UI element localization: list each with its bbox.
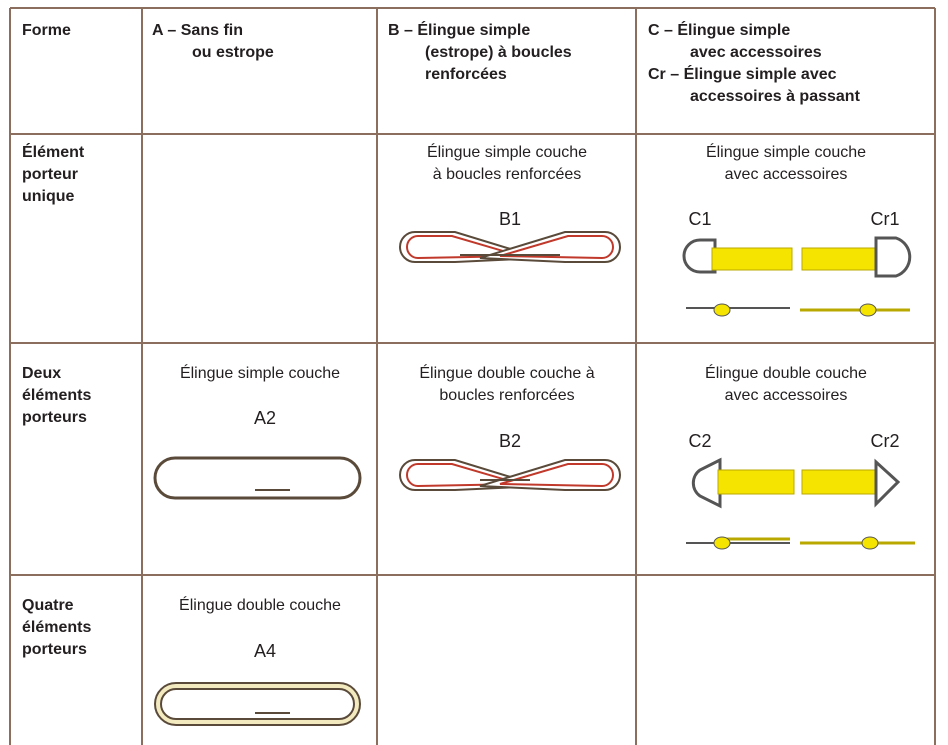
header-cell: ou estrope <box>192 44 274 61</box>
row-label: porteur <box>22 166 78 183</box>
caption: à boucles renforcées <box>432 166 582 183</box>
sling-c2 <box>686 457 915 550</box>
caption: Élingue double couche <box>179 597 341 614</box>
header-cell: A – Sans fin <box>152 22 243 39</box>
sling-a4 <box>154 682 361 726</box>
caption: avec accessoires <box>724 387 848 404</box>
row-label: porteurs <box>22 641 87 658</box>
header-cell: B – Élingue simple <box>388 22 531 39</box>
caption: Élingue double couche à <box>419 365 595 382</box>
row-label: éléments <box>22 387 92 404</box>
code-label: A4 <box>253 641 277 661</box>
caption: Élingue double couche <box>705 365 867 382</box>
row-label: éléments <box>22 619 92 636</box>
caption: avec accessoires <box>724 166 848 183</box>
row-label: Quatre <box>22 597 74 614</box>
caption: Élingue simple couche <box>179 365 341 382</box>
code-label: B2 <box>498 431 522 451</box>
caption: boucles renforcées <box>439 387 575 404</box>
code-label: A2 <box>253 408 277 428</box>
row-label: unique <box>22 188 75 205</box>
caption: Élingue simple couche <box>705 144 867 161</box>
sling-c1 <box>682 236 912 317</box>
header-cell: (estrope) à boucles <box>425 44 572 61</box>
caption: Élingue simple couche <box>426 144 588 161</box>
code-label: C2 <box>688 431 712 451</box>
header-cell: C – Élingue simple <box>648 22 791 39</box>
header-cell: Forme <box>22 22 71 39</box>
row-label: porteurs <box>22 409 87 426</box>
header-cell: Cr – Élingue simple avec <box>648 66 837 83</box>
code-label: C1 <box>688 209 712 229</box>
code-label: B1 <box>498 209 522 229</box>
sling-b1 <box>399 231 621 263</box>
header-cell: accessoires à passant <box>690 88 860 105</box>
header-cell: avec accessoires <box>690 44 822 61</box>
row-label: Élément <box>22 144 85 161</box>
code-label: Cr2 <box>870 431 900 451</box>
sling-a2 <box>153 456 362 500</box>
table-grid <box>9 7 936 745</box>
header-cell: renforcées <box>425 66 507 83</box>
sling-b2 <box>399 459 621 491</box>
code-label: Cr1 <box>870 209 900 229</box>
row-label: Deux <box>22 365 62 382</box>
